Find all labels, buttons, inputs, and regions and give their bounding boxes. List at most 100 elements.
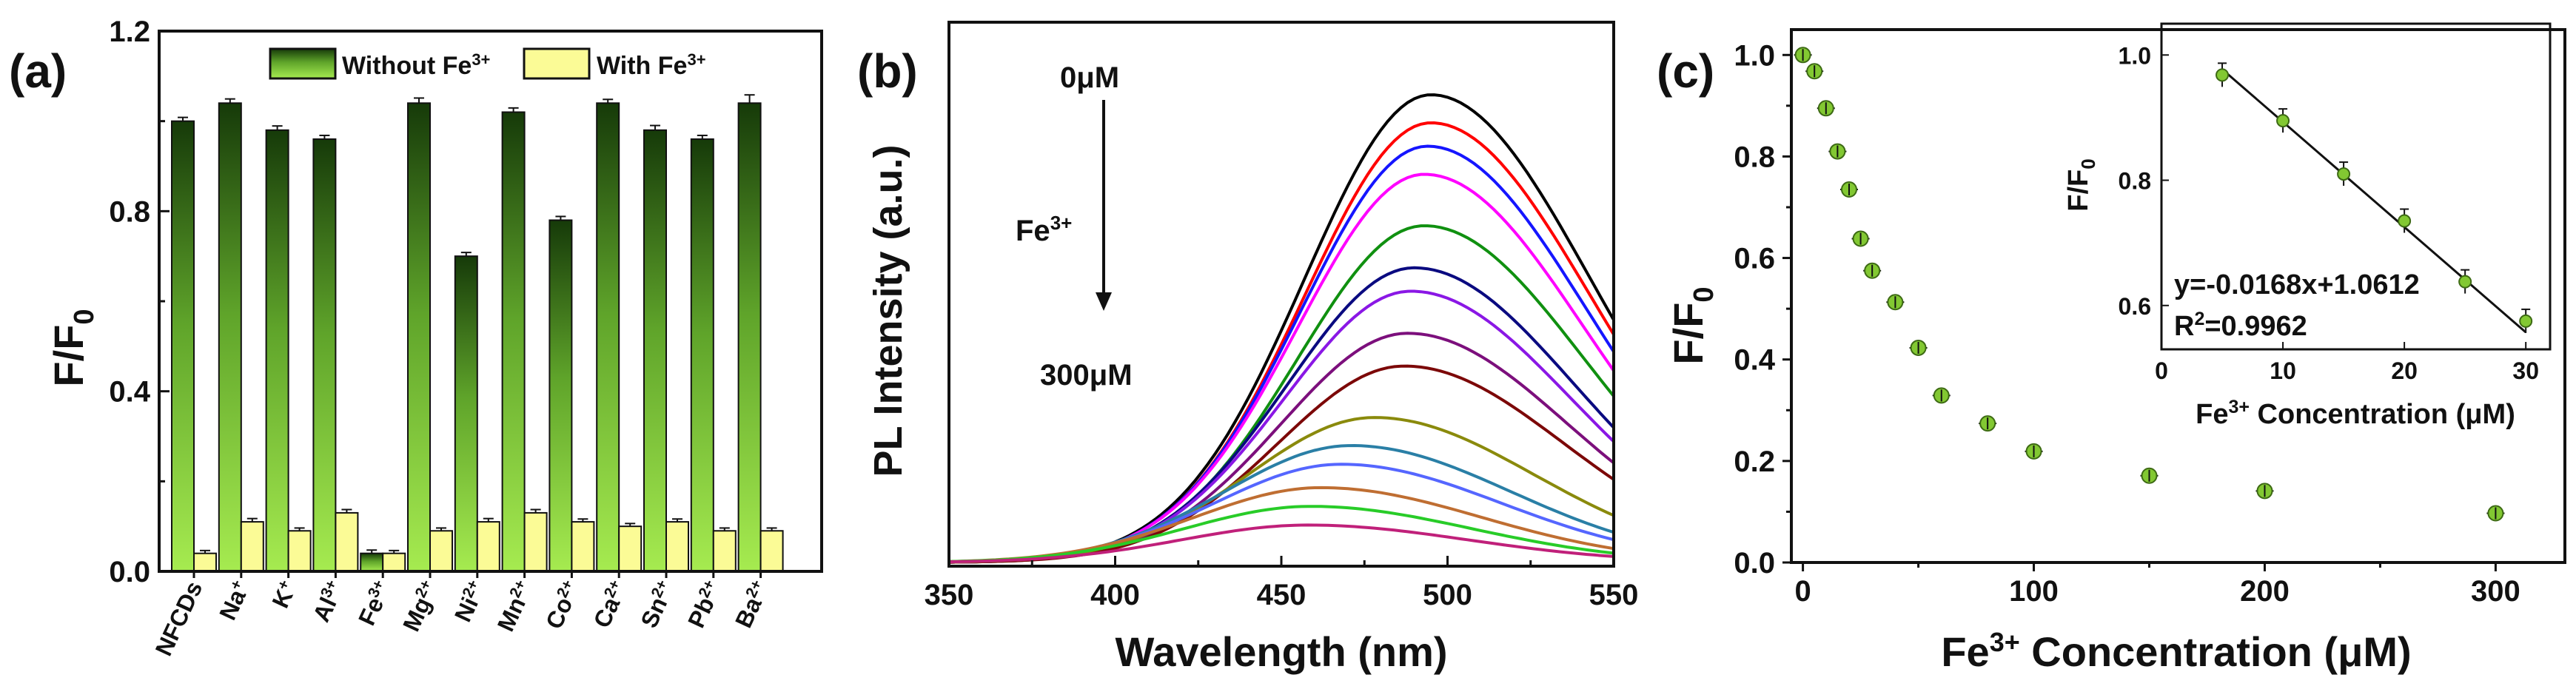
inset-r-squared: R2=0.9962 [2174, 309, 2307, 342]
y-tick-label: 0.4 [109, 376, 150, 409]
bar-without-6 [454, 255, 478, 572]
x-tick-label-10: Sn2+ [635, 577, 680, 632]
x-tick-label: 350 [925, 579, 974, 611]
inset-y-title: F/F0 [2063, 158, 2099, 211]
panel-c-label: (c) [1657, 44, 1714, 98]
x-tick-label: 300 [2471, 575, 2520, 608]
y-tick-label: 1.0 [1734, 39, 1775, 72]
panel-b-x-title: Wavelength (nm) [1115, 628, 1447, 675]
panel-a-label: (a) [9, 44, 67, 98]
annotation-arrow-head [1096, 292, 1112, 311]
svg-text:F/F0: F/F0 [1665, 286, 1720, 364]
panel-a-legend: Without Fe3+ With Fe3+ [269, 47, 706, 81]
panel-b: (b) PL Intensity (a.u.) 350 400 450 500 550 … [857, 21, 1639, 675]
bar-without-10 [643, 129, 667, 573]
x-tick-label: 0 [1794, 575, 1811, 608]
bar-with-4 [382, 552, 406, 573]
annotation-fe: Fe3+ [1016, 212, 1072, 247]
pl-curve-2 [948, 144, 1615, 564]
bar-with-10 [665, 521, 689, 572]
bar-without-12 [737, 102, 762, 573]
bar-with-2 [287, 530, 312, 572]
svg-text:F/F0: F/F0 [45, 309, 100, 386]
x-tick-label: 100 [2009, 575, 2059, 608]
bar-with-6 [476, 521, 500, 572]
bar-with-7 [523, 511, 548, 573]
inset-point-2 [2337, 167, 2351, 181]
bar-without-1 [218, 102, 242, 573]
panel-b-label: (b) [857, 44, 918, 98]
bar-with-9 [618, 525, 643, 573]
bar-with-0 [193, 552, 217, 573]
inset-y-tick-label: 0.6 [2119, 293, 2151, 320]
inset-x-tick-label: 30 [2512, 357, 2539, 384]
bar-with-11 [712, 530, 737, 572]
panel-c-frame [1790, 28, 2566, 564]
legend-swatch-without [269, 47, 337, 80]
x-tick-label-6: Ni2+ [449, 577, 491, 626]
inset-x-tick-label: 10 [2270, 357, 2296, 384]
bar-with-5 [429, 530, 453, 572]
inset-frame [2160, 22, 2552, 351]
y-tick-label: 0.2 [1734, 446, 1775, 478]
legend-label-without: Without Fe3+ [342, 50, 490, 81]
x-tick-label: 400 [1090, 579, 1140, 611]
y-tick-label: 0.8 [109, 195, 150, 228]
pl-curve-14 [948, 523, 1614, 564]
bar-without-8 [549, 219, 573, 572]
inset-point-4 [2458, 275, 2472, 289]
y-tick-label: 0.0 [109, 556, 150, 588]
panel-a-y-title: F/F0 [45, 309, 100, 386]
x-tick-label-4: Fe3+ [353, 577, 397, 630]
inset-point-3 [2398, 214, 2412, 228]
annotation-0um: 0μM [1060, 61, 1119, 94]
bar-with-3 [335, 511, 359, 573]
y-tick-label: 0.4 [1734, 344, 1775, 377]
x-tick-label-7: Mn2+ [492, 577, 538, 636]
x-tick-label: 550 [1589, 579, 1639, 611]
x-tick-label-8: Co2+ [540, 577, 586, 634]
bar-without-2 [265, 129, 289, 573]
x-tick-label: 200 [2240, 575, 2290, 608]
x-tick-label-1: Na+ [214, 577, 255, 625]
inset-point-0 [2216, 68, 2230, 82]
inset-equation: y=-0.0168x+1.0612 [2174, 269, 2420, 300]
bar-without-3 [312, 138, 337, 572]
annotation-300um: 300μM [1040, 359, 1133, 392]
bar-with-12 [759, 530, 784, 572]
x-tick-label: 500 [1423, 579, 1472, 611]
fit-line [2221, 68, 2527, 334]
inset-x-tick-label: 20 [2391, 357, 2418, 384]
inset-point-5 [2519, 314, 2533, 328]
y-tick-label: 0.0 [1734, 547, 1775, 580]
pl-curve-13 [948, 505, 1614, 563]
x-tick-label-5: Mg2+ [398, 577, 444, 636]
panel-c-x-title: Fe3+ Concentration (μM) [1941, 627, 2411, 676]
bar-without-5 [407, 102, 431, 573]
panel-c-y-title: F/F0 [1665, 286, 1720, 364]
inset-y-tick-label: 1.0 [2119, 42, 2151, 69]
bar-without-4 [360, 552, 384, 573]
x-tick-label-11: Pb2+ [682, 577, 727, 632]
y-tick-label: 0.6 [1734, 243, 1775, 275]
x-tick-label-2: K+ [266, 577, 302, 612]
x-tick-label-12: Ba2+ [729, 577, 774, 632]
x-tick-label: 450 [1257, 579, 1307, 611]
panel-b-y-title: PL Intensity (a.u.) [866, 144, 910, 477]
y-tick-label: 0.8 [1734, 141, 1775, 173]
bar-without-7 [501, 111, 526, 572]
x-tick-label-0: NFCDs [150, 577, 208, 660]
bar-without-9 [596, 102, 620, 573]
bar-with-1 [240, 521, 264, 572]
panel-a-frame [158, 30, 823, 573]
y-tick-label: 1.2 [109, 16, 150, 48]
bar-without-0 [171, 120, 195, 572]
panel-c: (c) F/F0 0 100 200 300 0.0 0.2 0.4 0.6 0.8 1.0 Fe… [1657, 22, 2566, 676]
pl-curve-5 [948, 266, 1615, 564]
bar-without-11 [690, 138, 714, 572]
panel-b-frame [947, 21, 1615, 568]
x-tick-label-9: Ca2+ [588, 577, 632, 632]
legend-label-with: With Fe3+ [597, 50, 706, 81]
inset-plot: 0 10 20 30 0.6 0.8 1.0 F/F0 Fe3+ Concentration… [2063, 22, 2552, 430]
